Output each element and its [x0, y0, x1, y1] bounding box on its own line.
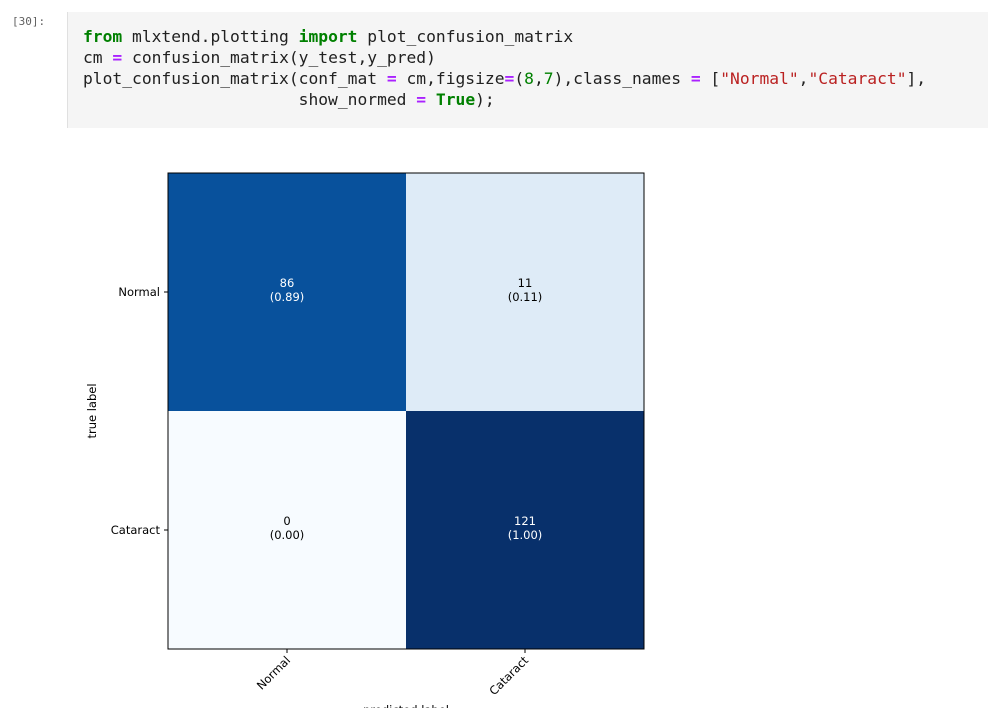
code-token: cm [83, 48, 113, 67]
code-line: plot_confusion_matrix(conf_mat = cm,figs… [83, 69, 926, 88]
code-token: mlxtend.plotting [122, 27, 299, 46]
code-token: 7 [543, 69, 554, 88]
matrix-cell [168, 411, 406, 649]
cell-normed-label: (1.00) [508, 528, 543, 542]
cell-normed-label: (0.89) [270, 290, 305, 304]
code-cell[interactable]: from mlxtend.plotting import plot_confus… [67, 12, 988, 128]
code-line: from mlxtend.plotting import plot_confus… [83, 27, 573, 46]
code-line: show_normed = True); [83, 90, 495, 109]
code-token: ); [475, 90, 495, 109]
y-axis-label: true label [85, 383, 99, 438]
code-token: [ [700, 69, 721, 88]
code-token: "Normal" [720, 69, 799, 88]
x-tick-label: Normal [254, 653, 293, 692]
code-token: = [690, 69, 701, 88]
code-token: plot_confusion_matrix [357, 27, 574, 46]
matrix-cell [168, 173, 406, 411]
cell-count-label: 121 [514, 514, 536, 528]
code-token: import [298, 27, 358, 46]
code-token: confusion_matrix(y_test,y_pred) [122, 48, 436, 67]
code-token: from [83, 27, 123, 46]
code-token: ( [514, 69, 525, 88]
code-token: plot_confusion_matrix(conf_mat [83, 69, 387, 88]
code-editor[interactable]: from mlxtend.plotting import plot_confus… [83, 26, 926, 110]
code-token [426, 90, 436, 109]
axes-frame [167, 172, 645, 650]
code-token: 8 [524, 69, 534, 88]
matrix-cell [406, 173, 644, 411]
code-token: "Cataract" [808, 69, 907, 88]
cell-normed-label: (0.00) [270, 528, 305, 542]
confusion-matrix-figure: 86 (0.89) 11 (0.11) 0 (0.00) 121 (1.00) Normal Ca… [0, 140, 988, 708]
code-token: = [416, 90, 427, 109]
y-tick-label: Normal [118, 285, 160, 299]
code-token: , [533, 69, 544, 88]
matrix-cell [406, 411, 644, 649]
code-token: = [386, 69, 397, 88]
code-token: True [435, 90, 476, 109]
y-tick-label: Cataract [111, 523, 161, 537]
cell-count-label: 11 [518, 276, 533, 290]
code-token: = [504, 69, 515, 88]
cell-count-label: 0 [283, 514, 290, 528]
code-token: , [798, 69, 809, 88]
code-token: ),class_names [553, 69, 691, 88]
x-tick-label: Cataract [486, 653, 531, 698]
code-token: = [112, 48, 123, 67]
code-token: ], [906, 69, 927, 88]
code-line: cm = confusion_matrix(y_test,y_pred) [83, 48, 436, 67]
cell-normed-label: (0.11) [508, 290, 543, 304]
code-token: show_normed [83, 90, 417, 109]
cell-prompt: [30]: [12, 15, 46, 28]
code-token: cm,figsize [396, 69, 505, 88]
x-axis-label: predicted label [363, 703, 449, 708]
cell-count-label: 86 [280, 276, 295, 290]
confusion-matrix-chart: 86(0.89) 11(0.11) 0(0.00) 121(1.00) Normal Ca… [85, 172, 645, 708]
